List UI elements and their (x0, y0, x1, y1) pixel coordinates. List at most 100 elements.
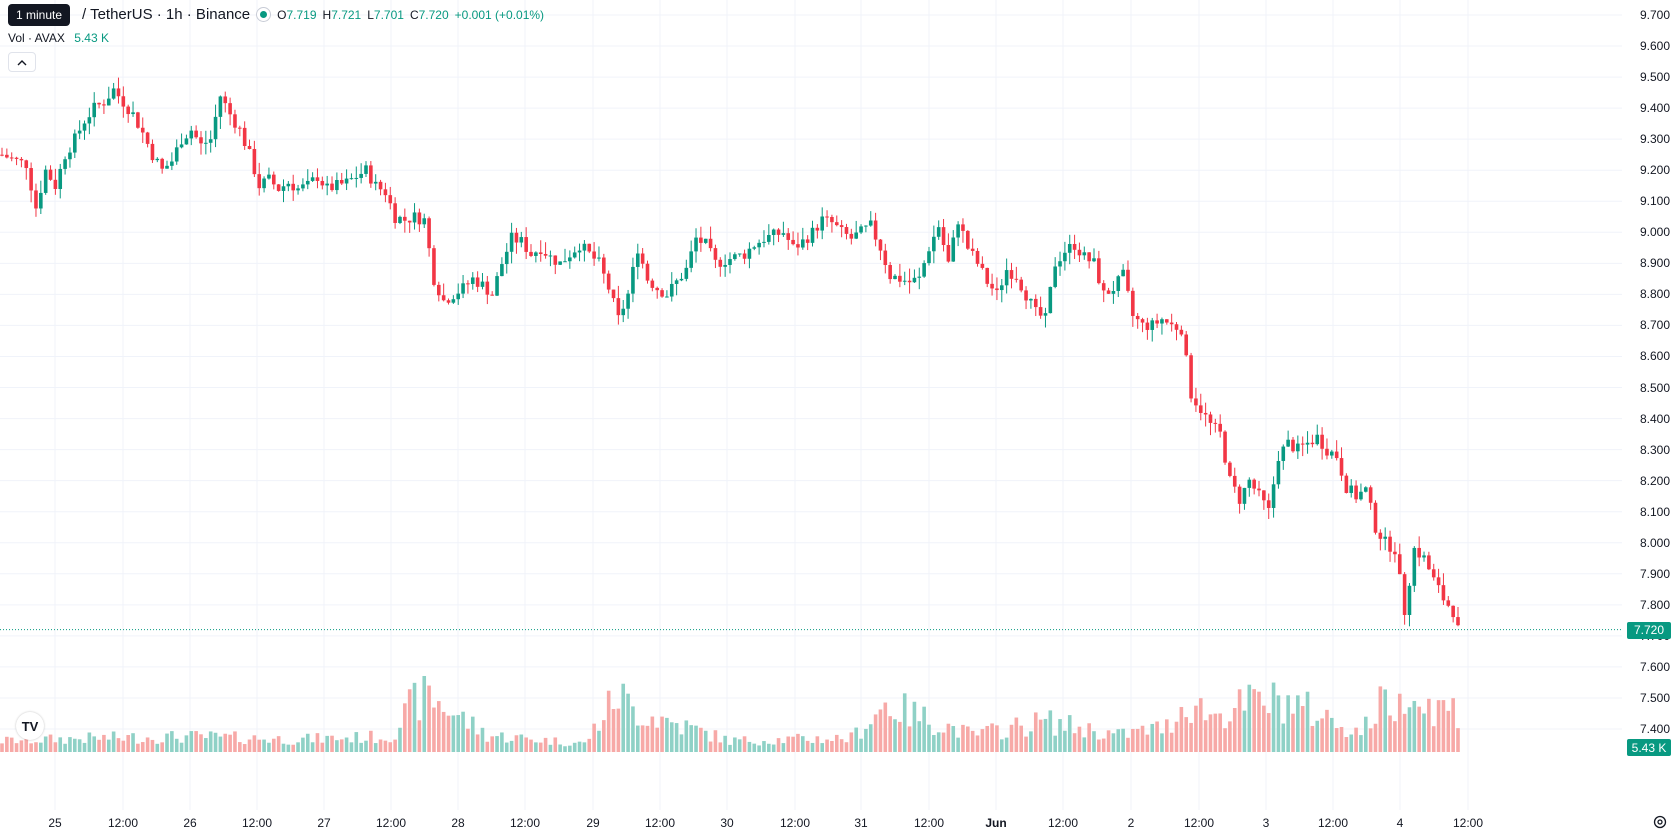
candle-body (1431, 569, 1436, 578)
volume-bar (111, 731, 116, 752)
price-tick-label: 7.800 (1639, 597, 1670, 612)
candle-body (422, 218, 427, 225)
candle-body (1155, 320, 1159, 324)
candle-body (524, 237, 528, 252)
volume-bar (767, 743, 771, 752)
last-volume-label: 5.43 K (1627, 739, 1671, 756)
candle-body (369, 165, 373, 184)
candle-body (398, 216, 402, 223)
candle-body (801, 239, 805, 248)
candle-body (461, 283, 465, 294)
chart-area[interactable] (0, 0, 1622, 810)
volume-bar (626, 693, 630, 752)
volume-bar (514, 735, 519, 752)
volume-legend[interactable]: Vol · AVAX 5.43 K (8, 31, 109, 45)
candle-body (218, 96, 223, 117)
candle-body (626, 293, 630, 309)
candle-body (97, 102, 101, 105)
candle-body (922, 263, 926, 277)
volume-bar (422, 675, 427, 752)
candle-body (504, 251, 509, 265)
candle-body (1232, 475, 1237, 487)
volume-bar (1266, 713, 1271, 752)
market-status-icon[interactable] (256, 7, 272, 22)
volume-bar (1038, 719, 1043, 752)
last-price-label: 7.720 (1627, 621, 1671, 639)
candle-body (529, 251, 533, 256)
candle-body (378, 181, 383, 190)
candle-body (733, 254, 737, 260)
symbol-title[interactable]: / TetherUS · 1h · Binance (82, 6, 251, 23)
price-tick-label: 8.700 (1639, 318, 1670, 333)
candle-body (1281, 446, 1286, 461)
candle-body (1014, 278, 1019, 280)
candle-body (1198, 405, 1203, 413)
candle-body (1121, 269, 1125, 277)
volume-bar (199, 734, 203, 752)
volume-bar (58, 737, 63, 752)
collapse-legend-button[interactable] (8, 52, 36, 72)
volume-bar (1363, 716, 1368, 752)
candle-body (320, 180, 325, 186)
volume-bar (432, 707, 436, 752)
volume-bar (801, 736, 805, 752)
volume-bar (1397, 693, 1402, 752)
volume-bar (136, 743, 140, 752)
gear-icon[interactable] (1652, 814, 1668, 834)
volume-bar (776, 738, 781, 752)
candle-body (451, 299, 456, 303)
price-tick-label: 9.400 (1639, 101, 1670, 116)
price-tick-label: 9.300 (1639, 132, 1670, 147)
price-axis[interactable]: 9.700 9.600 9.500 9.400 9.300 9.200 9.100 9.000… (1622, 0, 1678, 810)
volume-bar (728, 744, 732, 752)
volume-bar (1412, 700, 1417, 752)
volume-bar (558, 744, 562, 752)
candle-body (500, 264, 504, 277)
volume-bar (1092, 731, 1096, 752)
candle-body (985, 267, 990, 284)
volume-bar (466, 728, 470, 752)
candle-body (1067, 243, 1072, 253)
time-tick-label: 12:00 (241, 816, 273, 830)
candle-body (29, 168, 33, 191)
volume-bar (635, 725, 640, 752)
candle-body (1140, 319, 1145, 323)
tradingview-logo[interactable]: TV (16, 712, 44, 740)
volume-bar (1232, 708, 1237, 752)
volume-bar (708, 741, 713, 752)
candle-body (335, 180, 339, 191)
candle-body (174, 147, 179, 162)
volume-bar (878, 709, 883, 752)
volume-bar (684, 720, 689, 752)
price-tick-label: 8.500 (1639, 380, 1670, 395)
volume-bar (509, 740, 514, 752)
volume-bar (733, 737, 737, 752)
candle-body (271, 174, 276, 185)
candle-body (48, 169, 53, 180)
symbol-legend[interactable]: / TetherUS · 1h · Binance O7.719 H7.721 … (8, 6, 544, 23)
time-tick-label: 12:00 (375, 816, 407, 830)
candle-body (878, 239, 883, 251)
time-tick-label: 3 (1262, 816, 1270, 830)
candlestick-plot[interactable] (0, 0, 1622, 810)
time-tick-label: 2 (1127, 816, 1135, 830)
volume-bar (946, 723, 951, 752)
volume-bar (912, 701, 917, 752)
time-axis[interactable]: 25 12:00 26 12:00 27 12:00 28 12:00 29 12:00 30 12:… (0, 810, 1622, 835)
volume-bar (864, 728, 868, 752)
volume-bar (839, 739, 844, 752)
volume-bar (689, 725, 693, 752)
volume-bar (966, 726, 970, 752)
volume-bar (1150, 723, 1155, 752)
candle-body (699, 237, 703, 243)
volume-bar (412, 682, 417, 752)
candle-body (1344, 475, 1349, 493)
volume-bar (980, 729, 985, 752)
candle-body (1276, 460, 1281, 485)
time-tick-label: 12:00 (1452, 816, 1484, 830)
candle-body (1266, 500, 1271, 508)
price-tick-label: 9.000 (1639, 225, 1670, 240)
candle-body (0, 154, 4, 156)
volume-bar (781, 743, 786, 752)
candle-body (373, 181, 378, 184)
